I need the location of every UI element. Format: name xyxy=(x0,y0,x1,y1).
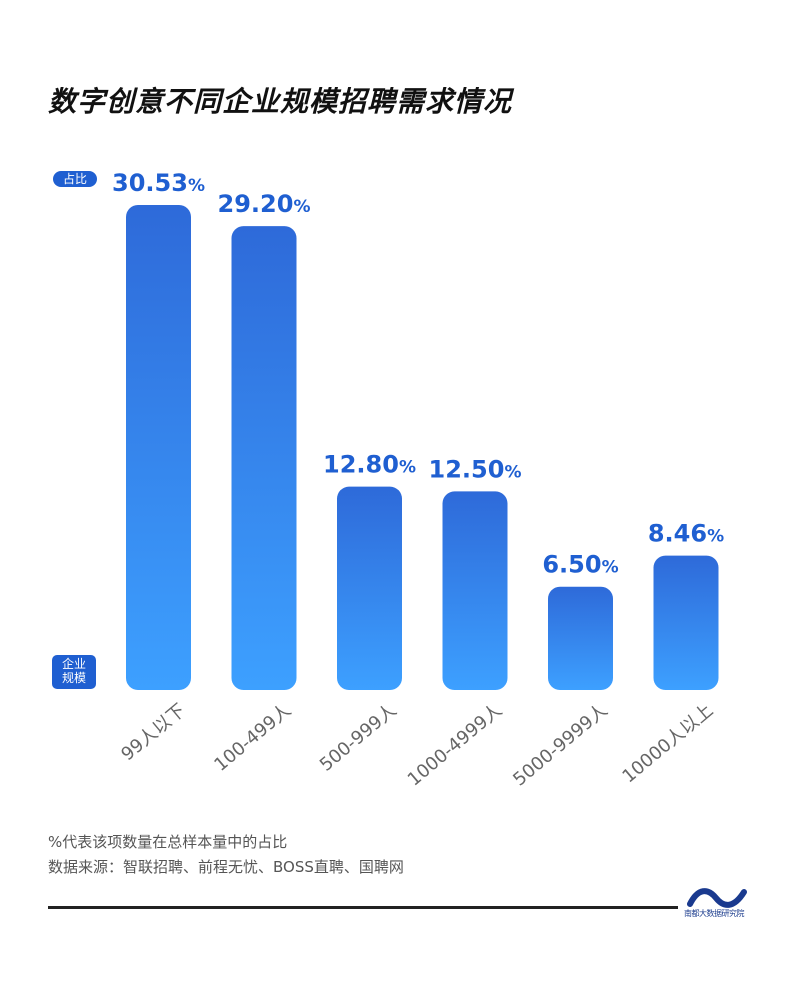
footnote-source: 数据来源：智联招聘、前程无忧、BOSS直聘、国聘网 xyxy=(48,858,404,876)
category-label-6: 10000人以上 xyxy=(618,700,717,788)
footnote-percent: %代表该项数量在总样本量中的占比 xyxy=(48,833,288,851)
value-label-2: 29.20% xyxy=(218,190,311,218)
x-axis-tag-line2: 规模 xyxy=(61,671,86,685)
category-label-4: 1000-4999人 xyxy=(404,700,506,791)
bar-1 xyxy=(126,205,191,690)
footer-rule xyxy=(48,906,678,909)
bar-2 xyxy=(231,226,297,690)
chart-title: 数字创意不同企业规模招聘需求情况 xyxy=(48,85,513,118)
bar-4 xyxy=(442,491,508,690)
logo-text: 南都大数据研究院 xyxy=(684,909,745,918)
x-axis-tag: 企业 规模 xyxy=(52,655,96,689)
x-axis-tag-line1: 企业 xyxy=(61,657,86,671)
bar-chart: 30.53% 29.20% 12.80% 12.50% 6.50% 8.46% 99人以下… xyxy=(112,169,724,791)
bar-3 xyxy=(337,486,402,690)
value-label-5: 6.50% xyxy=(542,551,618,579)
y-axis-tag: 占比 xyxy=(53,171,97,187)
value-label-4: 12.50% xyxy=(429,455,522,483)
bar-6 xyxy=(653,555,719,690)
bar-5 xyxy=(548,586,613,690)
category-label-2: 100-499人 xyxy=(210,700,295,776)
category-label-3: 500-999人 xyxy=(316,700,401,776)
wave-logo-icon xyxy=(687,888,747,908)
value-label-6: 8.46% xyxy=(648,520,724,548)
category-label-1: 99人以下 xyxy=(117,700,189,766)
value-label-3: 12.80% xyxy=(323,451,416,479)
value-label-1: 30.53% xyxy=(112,169,205,197)
category-label-5: 5000-9999人 xyxy=(509,700,611,791)
